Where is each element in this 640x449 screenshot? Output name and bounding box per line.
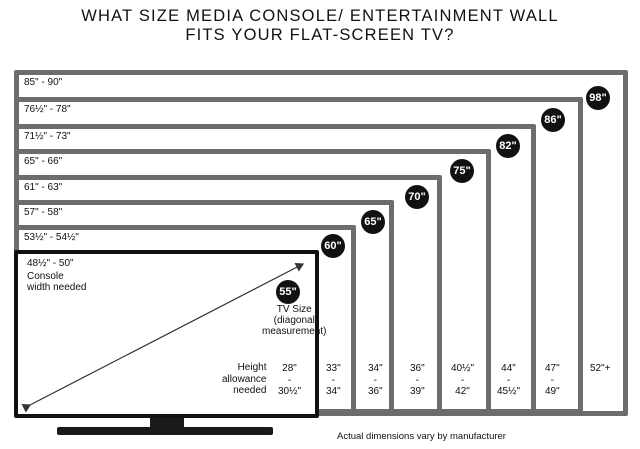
- height-55-dash: -: [287, 374, 292, 386]
- size-badge-60: 60": [321, 234, 345, 258]
- height-55: 28" - 30½": [278, 363, 301, 398]
- tv-size-line-3: measurement): [262, 326, 327, 337]
- height-86: 47" - 49": [545, 363, 560, 398]
- height-82-max: 45½": [497, 386, 521, 397]
- height-75-dash: -: [460, 374, 465, 386]
- footnote: Actual dimensions vary by manufacturer: [337, 431, 506, 442]
- size-badge-86: 86": [541, 108, 565, 132]
- size-badge-98: 98": [586, 86, 610, 110]
- height-55-max: 30½": [278, 386, 302, 397]
- console-width-70: 61" - 63": [24, 182, 63, 193]
- size-badge-65: 65": [361, 210, 385, 234]
- height-70-max: 39": [410, 386, 425, 397]
- height-75: 40½" - 42": [451, 363, 474, 398]
- height-label-line-3: needed: [233, 385, 267, 396]
- tv-size-caption: TV Size (diagonal measurement): [262, 304, 326, 337]
- console-width-75: 65" - 66": [24, 156, 63, 167]
- height-label-line-1: Height: [237, 362, 267, 373]
- height-70-dash: -: [415, 374, 420, 386]
- title-line-1: WHAT SIZE MEDIA CONSOLE/ ENTERTAINMENT W…: [81, 7, 559, 25]
- height-75-max: 42": [455, 386, 470, 397]
- height-60-min: 33": [326, 363, 341, 374]
- height-55-min: 28": [282, 363, 297, 374]
- height-82-min: 44": [501, 363, 516, 374]
- height-60-dash: -: [331, 374, 336, 386]
- size-badge-70: 70": [405, 185, 429, 209]
- title-line-2: FITS YOUR FLAT-SCREEN TV?: [185, 26, 455, 44]
- height-60-max: 34": [326, 386, 341, 397]
- size-badge-55: 55": [276, 280, 300, 304]
- height-65-min: 34": [368, 363, 383, 374]
- height-60: 33" - 34": [326, 363, 341, 398]
- height-label-line-2: allowance: [222, 373, 267, 385]
- height-98: 52"+: [590, 363, 611, 375]
- height-86-dash: -: [550, 374, 555, 386]
- height-82: 44" - 45½": [497, 363, 520, 398]
- console-width-86: 76½" - 78": [24, 104, 71, 115]
- size-badge-82: 82": [496, 134, 520, 158]
- height-82-dash: -: [506, 374, 511, 386]
- height-allowance-caption: Height allowance needed: [222, 362, 266, 397]
- console-width-82: 71½" - 73": [24, 131, 71, 142]
- height-98-min: 52"+: [590, 363, 611, 374]
- tv-size-line-1: TV Size: [276, 304, 312, 315]
- console-width-65: 57" - 58": [24, 207, 63, 218]
- tv-stand-neck: [150, 418, 184, 427]
- height-70: 36" - 39": [410, 363, 425, 398]
- tv-stand-base: [57, 427, 273, 435]
- height-86-max: 49": [545, 386, 560, 397]
- height-70-min: 36": [410, 363, 425, 374]
- size-badge-75: 75": [450, 159, 474, 183]
- console-width-98: 85" - 90": [24, 77, 63, 88]
- height-86-min: 47": [545, 363, 560, 374]
- tv-size-line-2: (diagonal: [273, 315, 315, 326]
- height-65-max: 36": [368, 386, 383, 397]
- height-65-dash: -: [373, 374, 378, 386]
- height-75-min: 40½": [451, 363, 475, 374]
- height-65: 34" - 36": [368, 363, 383, 398]
- console-width-60: 53½" - 54½": [24, 232, 79, 243]
